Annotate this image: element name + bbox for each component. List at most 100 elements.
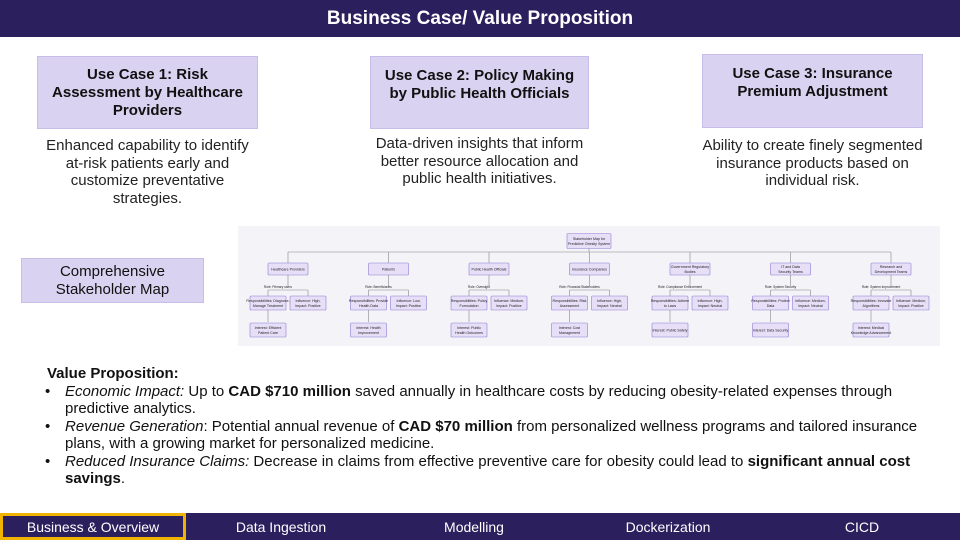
map-interest-node (249, 322, 287, 338)
value-proposition: Value Proposition: Economic Impact: Up t… (45, 365, 937, 488)
map-group-node-label: Security Teams (778, 270, 803, 274)
map-influence-node-label: Influence: High, (698, 299, 723, 303)
map-group-node-label: IT and Data (781, 265, 800, 269)
map-resp-node-label: Responsibilities: Protect (751, 299, 789, 303)
map-influence-node (892, 295, 930, 311)
map-influence-node-label: Influence: Medium, (896, 299, 926, 303)
map-role-label: Role: Beneficiaries (365, 285, 392, 289)
vp-item-label: Economic Impact: (65, 382, 185, 400)
map-interest-node (752, 322, 789, 338)
map-interest-node-label: Interest: Efficient (255, 326, 282, 330)
map-influence-node (691, 295, 729, 311)
map-role-label: Role: Compliance Enforcement (658, 285, 702, 289)
map-role-label: Role: System Security (765, 285, 797, 289)
map-interest-node-label: Management (559, 331, 580, 335)
map-influence-node-label: Impact: Positive (496, 304, 521, 308)
vp-item-text: Decrease in claims from effective preven… (249, 452, 748, 470)
map-group-node-label: Bodies (685, 270, 696, 274)
map-role-label: Role: Financial Stakeholders (559, 285, 600, 289)
vp-item-highlight: CAD $70 million (398, 417, 513, 435)
map-root-node-label: Predictive Obesity System (568, 242, 610, 246)
map-root-node (566, 233, 612, 249)
nav-tab-dockerization[interactable]: Dockerization (625, 518, 711, 535)
map-group-node-label: Healthcare Providers (271, 268, 305, 272)
map-resp-node-label: Responsibilities: Diagnose, (246, 299, 289, 303)
map-role-label: Role: Oversight (468, 285, 490, 289)
nav-tab-business-overview[interactable]: Business & Overview (0, 513, 186, 540)
map-influence-node (390, 295, 427, 311)
map-resp-node-label: Manage Treatment (253, 304, 283, 308)
stakeholder-map-label: Comprehensive Stakeholder Map (21, 258, 204, 303)
map-interest-node-label: Knowledge Advancement (851, 331, 892, 335)
map-influence-node-label: Impact: Positive (396, 304, 421, 308)
map-interest-node (551, 322, 588, 338)
map-interest-node-label: Interest: Data Security (753, 329, 789, 333)
map-group-node-label: Government Regulatory (671, 265, 709, 269)
map-interest-node-label: Health Outcomes (455, 331, 483, 335)
nav-tab-data-ingestion[interactable]: Data Ingestion (235, 518, 327, 535)
map-interest-node (852, 322, 890, 338)
map-influence-node-label: Influence: Low, (397, 299, 421, 303)
bottom-nav: Business & Overview Data Ingestion Model… (0, 513, 960, 540)
map-interest-node (350, 322, 387, 338)
map-group-node-label: Public Health Officials (472, 268, 507, 272)
use-case-3-description: Ability to create finely segmented insur… (702, 137, 923, 189)
map-interest-node (651, 322, 689, 338)
value-proposition-title: Value Proposition: (47, 365, 179, 382)
vp-item-reduced-claims: Reduced Insurance Claims: Decrease in cl… (45, 452, 937, 488)
use-case-3-title: Use Case 3: Insurance Premium Adjustment (702, 54, 923, 128)
map-resp-node-label: Assessment (560, 304, 580, 308)
map-group-node-label: Insurance Companies (572, 268, 607, 272)
page-title: Business Case/ Value Proposition (0, 0, 960, 37)
use-case-2-description: Data-driven insights that inform better … (375, 135, 584, 187)
vp-item-economic-impact: Economic Impact: Up to CAD $710 million … (45, 382, 937, 418)
vp-item-label: Revenue Generation (65, 417, 204, 435)
vp-item-text: . (120, 470, 126, 487)
map-influence-node (591, 295, 628, 311)
map-influence-node-label: Impact: Neutral (798, 304, 823, 308)
map-influence-node-label: Impact: Neutral (597, 304, 622, 308)
map-interest-node-label: Interest: Health (356, 326, 380, 330)
stakeholder-map-diagram: Stakeholder Map for Predictive Obesity Sy… (238, 226, 940, 346)
map-influence-node-label: Impact: Positive (295, 304, 320, 308)
vp-item-highlight: CAD $710 million (228, 382, 351, 400)
map-interest-node-label: Interest: Cost (559, 326, 580, 330)
map-resp-node-label: Responsibilities: Risk (553, 299, 587, 303)
map-influence-node (289, 295, 327, 311)
vp-item-highlight: significant annual cost savings (65, 452, 911, 488)
map-interest-node-label: Interest: Public Safety (653, 329, 688, 333)
map-influence-node-label: Influence: High, (296, 299, 321, 303)
map-influence-node-label: Influence: Medium, (494, 299, 524, 303)
map-interest-node (450, 322, 488, 338)
vp-item-text: from personalized wellness programs and … (65, 417, 918, 453)
value-proposition-list: Economic Impact: Up to CAD $710 million … (45, 382, 937, 488)
map-resp-node-label: Responsibilities: Provide (349, 299, 388, 303)
map-resp-node-label: Responsibilities: Policy (451, 299, 488, 303)
map-influence-node (490, 295, 528, 311)
map-influence-node (792, 295, 829, 311)
vp-item-label: Reduced Insurance Claims: (65, 452, 250, 470)
map-resp-node-label: to Laws (664, 304, 677, 308)
map-role-label: Role: System Improvement (862, 285, 901, 289)
map-role-label: Role: Primary users (264, 285, 292, 289)
map-influence-node-label: Influence: Medium, (795, 299, 825, 303)
use-case-1-title: Use Case 1: Risk Assessment by Healthcar… (37, 56, 258, 129)
map-interest-node-label: Interest: Medical (858, 326, 885, 330)
vp-item-text: saved annually in healthcare costs by re… (65, 382, 893, 418)
map-resp-node-label: Algorithms (863, 304, 880, 308)
map-group-node-label: Research and (880, 265, 902, 269)
map-influence-node-label: Impact: Positive (898, 304, 923, 308)
nav-tab-modelling[interactable]: Modelling (444, 518, 504, 535)
map-influence-node-label: Impact: Neutral (698, 304, 723, 308)
map-group-node-label: Development Teams (875, 270, 908, 274)
map-resp-node-label: Formulation (460, 304, 479, 308)
map-resp-node-label: Health Data (359, 304, 378, 308)
map-resp-node-label: Data (767, 304, 775, 308)
map-resp-node-label: Responsibilities: Adhere (651, 299, 689, 303)
map-interest-node-label: Interest: Public (457, 326, 481, 330)
map-group-node-label: Patients (382, 268, 395, 272)
nav-tab-cicd[interactable]: CICD (844, 518, 880, 535)
use-case-1-description: Enhanced capability to identify at-risk … (46, 137, 249, 207)
map-influence-node-label: Influence: High, (597, 299, 622, 303)
